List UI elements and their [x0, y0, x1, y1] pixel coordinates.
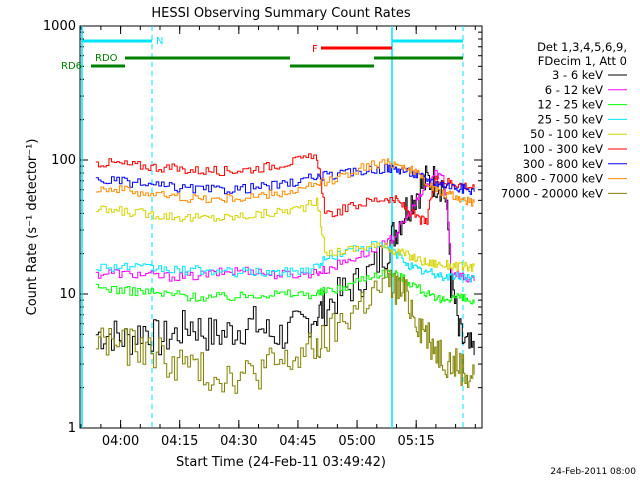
flag-label: F [312, 44, 318, 55]
y-tick-label: 10 [59, 287, 76, 302]
legend-header: FDecim 1, Att 0 [538, 54, 627, 68]
series-line [95, 269, 475, 394]
x-tick-label: 04:15 [161, 434, 198, 449]
legend: Det 1,3,4,5,6,9,FDecim 1, Att 03 - 6 keV… [501, 40, 627, 200]
legend-header: Det 1,3,4,5,6,9, [537, 40, 627, 54]
legend-label: 6 - 12 keV [545, 83, 603, 97]
footer-timestamp: 24-Feb-2011 08:00 [550, 467, 636, 477]
series-line [95, 163, 475, 195]
flag-label: RD6 [61, 61, 82, 72]
series-line [95, 170, 475, 283]
flag-label: RDO [95, 53, 118, 64]
x-tick-label: 04:45 [279, 434, 316, 449]
legend-label: 100 - 300 keV [523, 142, 603, 156]
chart-title: HESSI Observing Summary Count Rates [151, 6, 410, 21]
x-tick-label: 04:00 [102, 434, 139, 449]
plot-frame [79, 25, 483, 429]
legend-label: 50 - 100 keV [530, 127, 603, 141]
legend-label: 25 - 50 keV [537, 112, 603, 126]
series-line [95, 241, 475, 283]
y-axis-label: Count Rate (s⁻¹ detector⁻¹) [25, 139, 40, 316]
series-line [95, 197, 475, 272]
y-tick-label: 1 [68, 421, 76, 436]
flag-bars: N F RDO RD6 [61, 36, 463, 72]
legend-label: 7000 - 20000 keV [501, 186, 603, 200]
series-line [95, 153, 475, 225]
y-tick-label: 100 [51, 153, 76, 168]
flag-label: N [156, 36, 163, 47]
x-tick-label: 04:30 [220, 434, 257, 449]
orbit-markers [81, 26, 464, 428]
x-tick-label: 05:00 [338, 434, 375, 449]
x-axis-label: Start Time (24-Feb-11 03:49:42) [176, 455, 386, 470]
y-tick-label: 1000 [43, 19, 76, 34]
series-line [95, 158, 475, 207]
series-lines [95, 153, 475, 394]
series-line [95, 269, 475, 305]
legend-label: 800 - 7000 keV [515, 172, 603, 186]
legend-label: 12 - 25 keV [537, 98, 603, 112]
axis-ticks: 1 10 100 1000 04:00 04:15 04:30 04:45 05:00 05:15 [43, 19, 482, 449]
legend-label: 3 - 6 keV [552, 68, 603, 82]
legend-label: 300 - 800 keV [523, 157, 603, 171]
x-tick-label: 05:15 [397, 434, 434, 449]
